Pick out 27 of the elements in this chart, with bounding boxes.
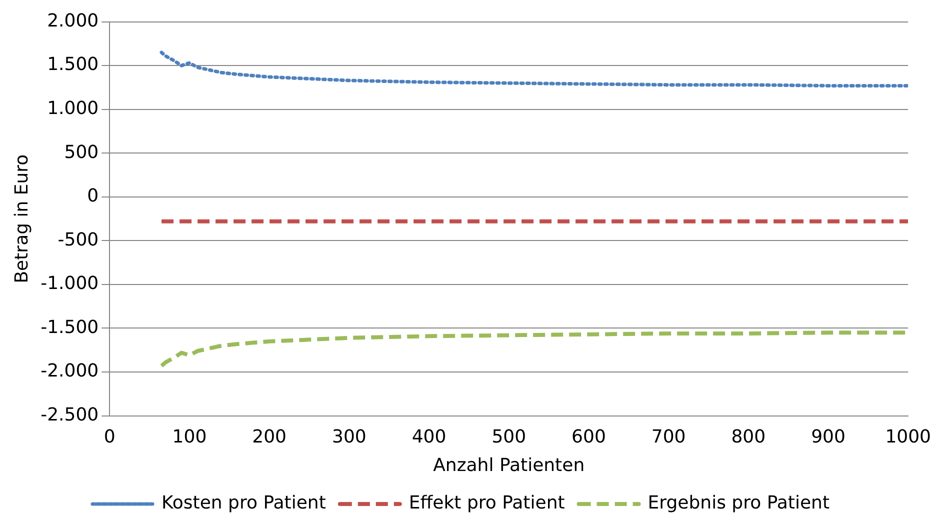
y-tick-label: 2.000	[47, 10, 99, 32]
x-tick-label: 400	[412, 426, 446, 448]
x-tick-label: 100	[172, 426, 207, 448]
x-tick-label: 0	[104, 426, 116, 448]
y-tick-label: 1.500	[47, 54, 99, 76]
legend-label: Kosten pro Patient	[161, 492, 326, 514]
y-axis-title: Betrag in Euro	[11, 154, 32, 284]
legend-label: Effekt pro Patient	[408, 492, 565, 514]
y-tick-label: -2.500	[40, 404, 99, 426]
y-tick-label: 0	[87, 186, 99, 207]
line-series	[160, 50, 908, 88]
x-tick-label: 300	[332, 426, 366, 448]
x-tick-label: 500	[492, 426, 526, 448]
y-tick-label: -2.000	[40, 360, 99, 382]
y-tick-label: -1.500	[40, 316, 99, 338]
x-tick-label: 600	[572, 426, 606, 448]
legend-label: Ergebnis pro Patient	[648, 492, 830, 514]
y-tick-label: 1.000	[47, 98, 99, 120]
y-tick-label: -500	[58, 229, 99, 250]
x-tick-label: 700	[651, 426, 686, 448]
x-tick-label: 1000	[885, 426, 931, 448]
y-tick-label: 500	[64, 142, 99, 163]
x-tick-label: 900	[811, 426, 846, 448]
x-tick-label: 800	[731, 426, 766, 448]
y-tick-label: -1.000	[40, 273, 99, 294]
x-tick-label: 200	[252, 426, 286, 448]
x-axis-title: Anzahl Patienten	[433, 454, 585, 476]
